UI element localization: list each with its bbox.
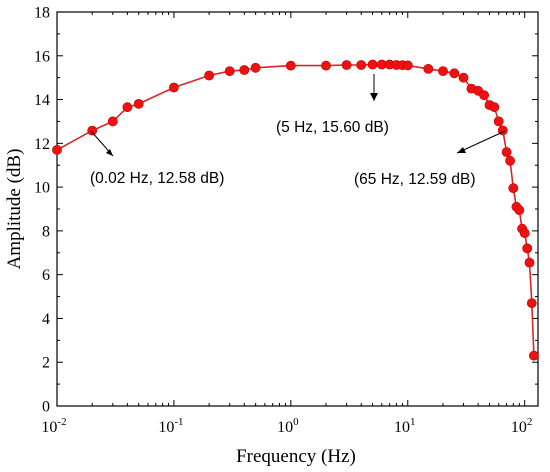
data-point xyxy=(356,60,367,70)
y-tick-label: 10 xyxy=(34,180,50,197)
data-point xyxy=(479,90,489,101)
y-tick-label: 2 xyxy=(42,355,50,372)
x-axis-title: Frequency (Hz) xyxy=(236,446,356,467)
data-point xyxy=(458,72,469,83)
y-tick-label: 6 xyxy=(42,267,50,284)
data-point xyxy=(522,243,533,254)
annotation-mid-freq: (5 Hz, 15.60 dB) xyxy=(276,74,389,136)
data-point xyxy=(526,298,537,308)
y-tick-label: 18 xyxy=(34,5,50,22)
annotations: (0.02 Hz, 12.58 dB) (5 Hz, 15.60 dB) (65… xyxy=(90,74,506,188)
data-point xyxy=(529,350,539,361)
x-tick-label: 10-2 xyxy=(41,416,66,436)
data-point xyxy=(489,102,500,113)
data-point xyxy=(224,66,235,76)
annotation-arrow xyxy=(456,130,506,154)
arrowhead-icon xyxy=(457,147,466,153)
data-point xyxy=(107,116,118,127)
annotation-label: (65 Hz, 12.59 dB) xyxy=(354,171,475,188)
data-point xyxy=(367,59,378,70)
data-point xyxy=(122,102,133,113)
annotation-label: (0.02 Hz, 12.58 dB) xyxy=(90,170,224,187)
data-point xyxy=(508,183,519,194)
data-point xyxy=(168,82,179,93)
axis-ticks: 0 2 4 6 8 10 12 14 16 18 10-2 10-1 100 101 102 xyxy=(34,5,538,436)
data-point xyxy=(438,66,448,76)
y-tick-label: 14 xyxy=(34,92,50,109)
data-series xyxy=(52,59,539,361)
x-tick-label: 102 xyxy=(511,416,533,436)
x-tick-label: 100 xyxy=(277,416,299,436)
data-point xyxy=(87,125,98,136)
data-point xyxy=(402,60,413,71)
data-point xyxy=(239,65,250,75)
data-point xyxy=(341,60,352,70)
data-point xyxy=(449,68,460,79)
annotation-low-freq: (0.02 Hz, 12.58 dB) xyxy=(90,130,224,187)
annotation-label: (5 Hz, 15.60 dB) xyxy=(276,119,389,136)
arrowhead-icon xyxy=(370,93,378,101)
data-point xyxy=(52,144,62,155)
data-point xyxy=(524,257,535,268)
data-point xyxy=(493,116,504,127)
annotation-high-freq: (65 Hz, 12.59 dB) xyxy=(354,130,506,188)
data-point xyxy=(505,155,515,166)
data-point xyxy=(423,64,434,74)
data-point xyxy=(250,62,261,73)
y-tick-label: 8 xyxy=(42,223,50,240)
y-tick-label: 12 xyxy=(34,136,50,153)
data-point xyxy=(285,60,296,71)
x-tick-label: 101 xyxy=(394,416,416,436)
data-point xyxy=(501,147,512,157)
plot-frame xyxy=(56,11,539,407)
y-tick-label: 4 xyxy=(42,311,50,328)
data-point xyxy=(133,99,144,109)
data-point xyxy=(519,228,530,238)
arrowhead-icon xyxy=(106,149,113,156)
x-tick-label: 10-1 xyxy=(158,416,183,436)
y-tick-label: 0 xyxy=(42,399,50,416)
data-point xyxy=(204,70,214,81)
data-point xyxy=(321,60,331,71)
y-tick-label: 16 xyxy=(34,48,50,65)
y-axis-title: Amplitude (dB) xyxy=(4,149,25,270)
data-point xyxy=(514,205,525,215)
